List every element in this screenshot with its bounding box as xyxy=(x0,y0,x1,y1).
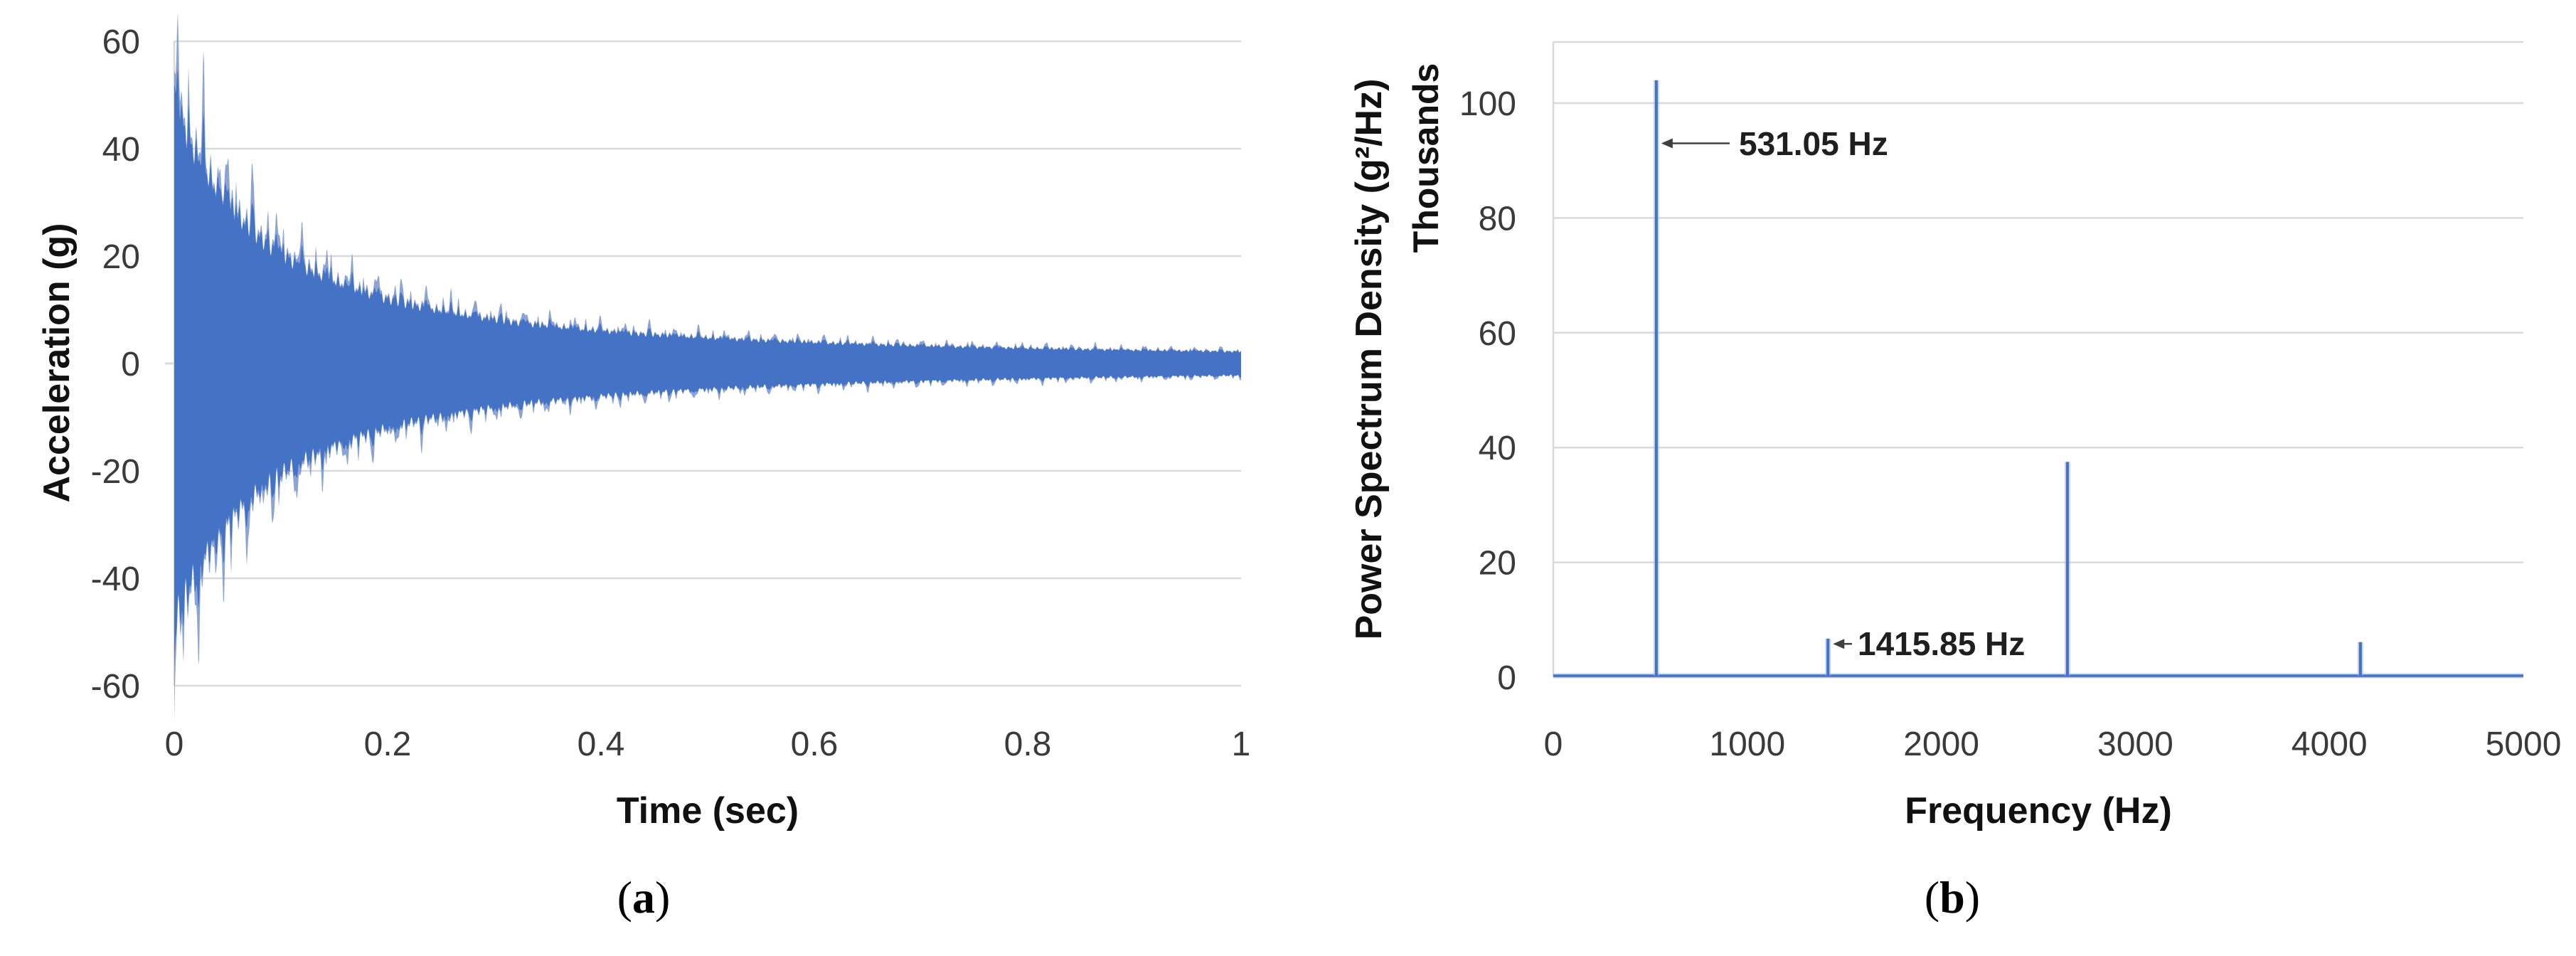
y-tick-label: 20 xyxy=(1479,545,1516,583)
x-tick-label: 2000 xyxy=(1903,726,1979,763)
x-tick-label: 1000 xyxy=(1709,726,1785,763)
annotation-arrow-head xyxy=(1661,138,1673,149)
panel-a-letter: a xyxy=(632,872,655,923)
x-tick-label: 0 xyxy=(165,726,184,763)
x-axis-title-frequency: Frequency (Hz) xyxy=(1905,790,2172,832)
y-tick-label: -20 xyxy=(91,453,140,491)
y-tick-label: 40 xyxy=(1479,430,1516,467)
y-axis-title-acceleration: Acceleration (g) xyxy=(36,223,78,503)
panel-b-letter: b xyxy=(1939,872,1965,923)
y-tick-label: 40 xyxy=(102,131,140,169)
panel-label-a: (a) xyxy=(617,871,671,924)
x-tick-label: 1 xyxy=(1232,726,1251,763)
x-tick-label: 0 xyxy=(1544,726,1563,763)
x-tick-label: 4000 xyxy=(2292,726,2368,763)
x-tick-label: 0.8 xyxy=(1004,726,1052,763)
y-tick-label: 60 xyxy=(102,23,140,61)
annotation-arrow-head xyxy=(1833,639,1845,649)
panel-b-close-paren: ) xyxy=(1964,872,1981,923)
panel-a-close-paren: ) xyxy=(655,872,671,923)
panel-b-open-paren: ( xyxy=(1924,872,1940,923)
x-axis-title-time: Time (sec) xyxy=(616,790,799,832)
y-tick-label: 0 xyxy=(1497,659,1516,697)
peak-annotation-531hz: 531.05 Hz xyxy=(1739,125,1888,162)
y-tick-label: 100 xyxy=(1459,85,1516,123)
y-tick-label: 60 xyxy=(1479,315,1516,353)
x-tick-label: 0.6 xyxy=(791,726,839,763)
panel-a-open-paren: ( xyxy=(617,872,632,923)
y-tick-label: -60 xyxy=(91,668,140,706)
x-tick-label: 0.2 xyxy=(364,726,412,763)
y-tick-label: 80 xyxy=(1479,200,1516,238)
y-axis-title-psd: Power Spectrum Density (g²/Hz) xyxy=(1348,78,1390,640)
chart-a-acceleration-vs-time: 60 40 20 0 -20 -40 -60 0 0.2 0.4 0.6 0.8 1 xyxy=(91,13,1251,763)
y-tick-label: -40 xyxy=(91,561,140,598)
waveform-envelope-core xyxy=(174,69,1241,667)
x-tick-label: 0.4 xyxy=(578,726,625,763)
y-tick-label: 0 xyxy=(121,346,140,383)
y-axis-units-thousands: Thousands xyxy=(1406,63,1446,253)
y-tick-label: 20 xyxy=(102,238,140,276)
x-tick-label: 3000 xyxy=(2097,726,2173,763)
panel-label-b: (b) xyxy=(1925,871,1980,924)
x-tick-label: 5000 xyxy=(2486,726,2562,763)
peak-annotation-1415hz: 1415.85 Hz xyxy=(1858,625,2026,662)
